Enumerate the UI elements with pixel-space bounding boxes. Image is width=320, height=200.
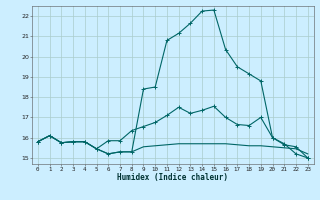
X-axis label: Humidex (Indice chaleur): Humidex (Indice chaleur) <box>117 173 228 182</box>
